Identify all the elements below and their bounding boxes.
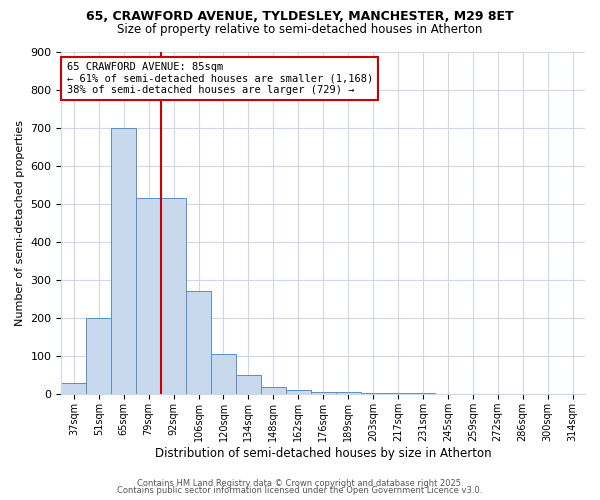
Bar [261,386,286,394]
Bar [61,383,86,394]
Bar [186,292,211,395]
Text: Size of property relative to semi-detached houses in Atherton: Size of property relative to semi-detach… [118,22,482,36]
Bar [311,392,335,394]
Bar [236,376,261,394]
Bar [361,393,386,394]
Text: Contains HM Land Registry data © Crown copyright and database right 2025.: Contains HM Land Registry data © Crown c… [137,478,463,488]
Text: Contains public sector information licensed under the Open Government Licence v3: Contains public sector information licen… [118,486,482,495]
X-axis label: Distribution of semi-detached houses by size in Atherton: Distribution of semi-detached houses by … [155,447,491,460]
Bar [211,354,236,395]
Y-axis label: Number of semi-detached properties: Number of semi-detached properties [15,120,25,326]
Text: 65, CRAWFORD AVENUE, TYLDESLEY, MANCHESTER, M29 8ET: 65, CRAWFORD AVENUE, TYLDESLEY, MANCHEST… [86,10,514,23]
Bar [86,318,111,394]
Bar [410,393,436,394]
Text: 65 CRAWFORD AVENUE: 85sqm
← 61% of semi-detached houses are smaller (1,168)
38% : 65 CRAWFORD AVENUE: 85sqm ← 61% of semi-… [67,62,373,95]
Bar [386,393,410,394]
Bar [161,198,186,394]
Bar [286,390,311,394]
Bar [335,392,361,394]
Bar [136,198,161,394]
Bar [111,128,136,394]
